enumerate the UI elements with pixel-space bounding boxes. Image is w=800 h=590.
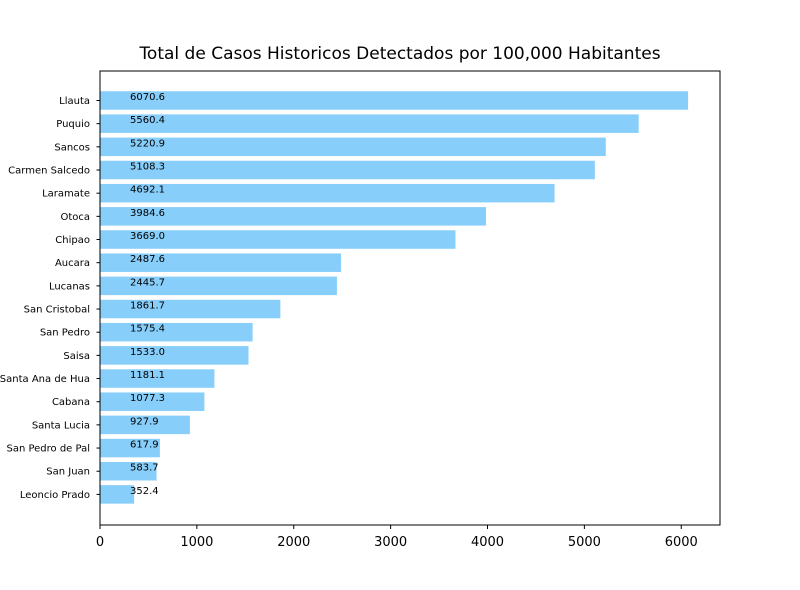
y-tick-label: Santa Ana de Hua: [0, 374, 90, 385]
data-label: 927.9: [130, 416, 159, 427]
data-label: 1077.3: [130, 393, 165, 404]
y-tick-label: San Cristobal: [24, 305, 90, 316]
x-axis: 0 1000 2000 3000 4000 5000 6000: [96, 525, 698, 550]
bar: [100, 415, 190, 435]
data-label: 2445.7: [130, 277, 165, 288]
x-tick-label: 4000: [471, 535, 504, 550]
x-tick-label: 0: [96, 535, 104, 550]
y-tick-label: Chipao: [55, 235, 90, 246]
bar: [100, 114, 639, 133]
y-tick-label: Leoncio Prado: [20, 490, 90, 501]
bar: [100, 299, 281, 319]
bar: [100, 322, 253, 342]
chart-title: Total de Casos Historicos Detectados por…: [138, 44, 660, 64]
y-tick-label: Llauta: [59, 96, 90, 107]
plot-frame: [99, 70, 721, 526]
x-tick-label: 6000: [665, 535, 698, 550]
data-label: 2487.6: [130, 254, 165, 265]
y-tick-label: Cabana: [52, 397, 90, 408]
bar: [100, 438, 160, 458]
y-tick-label: Carmen Salcedo: [8, 166, 90, 177]
data-label: 583.7: [130, 463, 159, 474]
bar: [100, 160, 595, 180]
x-tick-label: 1000: [180, 535, 213, 550]
bar: [100, 346, 249, 365]
bar: [100, 369, 215, 388]
data-label: 5220.9: [130, 138, 165, 149]
bar: [100, 461, 157, 481]
bar: [100, 276, 337, 296]
y-tick-label: San Pedro de Pal: [6, 444, 90, 455]
data-label: 1533.0: [130, 347, 165, 358]
data-label: 1575.4: [130, 324, 165, 335]
data-label: 1861.7: [130, 301, 165, 312]
x-tick-label: 3000: [374, 535, 407, 550]
bar: [100, 485, 135, 504]
data-label: 617.9: [130, 440, 159, 451]
y-axis-labels: Llauta Puquio Sancos Carmen Salcedo Laramate…: [0, 96, 100, 501]
data-label: 3984.6: [130, 208, 165, 219]
bars-group: 6070.6 5560.4 5220.9 5108.3 4692.1 3984.6 3669…: [100, 91, 689, 504]
y-tick-label: Laramate: [42, 189, 90, 200]
bar: [100, 207, 487, 226]
data-label: 6070.6: [130, 92, 165, 103]
y-tick-label: Otoca: [60, 212, 90, 223]
y-tick-label: Lucanas: [49, 281, 90, 292]
data-label: 4692.1: [130, 185, 165, 196]
bar: [100, 253, 341, 272]
bar: [100, 230, 456, 249]
data-label: 5560.4: [130, 115, 165, 126]
bar: [100, 91, 689, 110]
y-tick-label: Puquio: [56, 119, 90, 130]
y-tick-label: San Pedro: [40, 328, 90, 339]
data-label: 1181.1: [130, 370, 165, 381]
data-label: 5108.3: [130, 162, 165, 173]
data-label: 3669.0: [130, 231, 165, 242]
y-tick-label: Aucara: [55, 258, 90, 269]
bar: [100, 392, 205, 411]
y-tick-label: Sancos: [54, 142, 90, 153]
data-label: 352.4: [130, 486, 159, 497]
y-tick-label: Santa Lucia: [32, 420, 90, 431]
y-tick-label: San Juan: [46, 467, 90, 478]
bar: [100, 183, 555, 203]
bar: [100, 137, 606, 157]
y-tick-label: Saisa: [63, 351, 90, 362]
x-tick-label: 5000: [568, 535, 601, 550]
x-tick-label: 2000: [277, 535, 310, 550]
